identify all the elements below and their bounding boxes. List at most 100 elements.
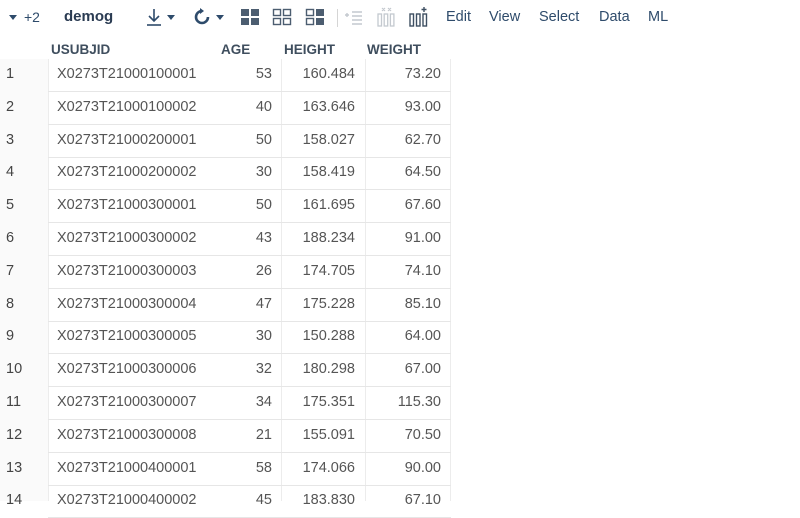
cell-weight[interactable]: 64.50 — [404, 164, 441, 181]
cell-usubjid[interactable]: X0273T21000200002 — [57, 164, 197, 181]
column-header-height[interactable]: HEIGHT — [284, 42, 336, 57]
cell-height[interactable]: 174.066 — [302, 459, 355, 476]
delete-columns-button[interactable] — [376, 6, 396, 28]
column-header-weight[interactable]: WEIGHT — [367, 42, 421, 57]
table-row[interactable]: 8 X0273T21000300004 47 175.228 85.10 — [0, 289, 800, 322]
table-row[interactable]: 3 X0273T21000200001 50 158.027 62.70 — [0, 125, 800, 158]
cell-weight[interactable]: 93.00 — [404, 98, 441, 115]
cell-usubjid[interactable]: X0273T21000300007 — [57, 394, 197, 410]
cell-weight[interactable]: 67.60 — [404, 197, 441, 214]
table-row[interactable]: 1 X0273T21000100001 53 160.484 73.20 — [0, 59, 800, 92]
cell-usubjid[interactable]: X0273T21000400001 — [57, 459, 197, 476]
cell-weight[interactable]: 91.00 — [404, 230, 441, 246]
cell-age[interactable]: 30 — [255, 164, 272, 181]
cell-weight[interactable]: 64.00 — [404, 328, 441, 345]
table-row[interactable]: 4 X0273T21000200002 30 158.419 64.50 — [0, 157, 800, 191]
cell-usubjid[interactable]: X0273T21000200001 — [57, 131, 197, 148]
cell-weight[interactable]: 70.50 — [404, 426, 441, 443]
cell-height[interactable]: 188.234 — [302, 230, 355, 246]
table-row[interactable]: 9 X0273T21000300005 30 150.288 64.00 — [0, 321, 800, 355]
table-row[interactable]: 11 X0273T21000300007 34 175.351 115.30 — [0, 387, 800, 420]
cell-height[interactable]: 150.288 — [302, 328, 355, 345]
cell-age[interactable]: 53 — [255, 66, 272, 82]
column-divider — [48, 59, 49, 501]
cell-age[interactable]: 34 — [255, 394, 272, 410]
cell-age[interactable]: 26 — [255, 262, 272, 279]
cell-weight[interactable]: 115.30 — [397, 394, 441, 410]
cell-height[interactable]: 155.091 — [302, 426, 355, 443]
column-header-usubjid[interactable]: USUBJID — [51, 42, 111, 57]
menu-edit[interactable]: Edit — [446, 9, 471, 25]
menu-ml[interactable]: ML — [648, 9, 669, 25]
add-rows-button[interactable] — [344, 7, 364, 27]
toolbar-divider — [337, 9, 338, 27]
cell-age[interactable]: 58 — [255, 459, 272, 476]
cell-age[interactable]: 43 — [255, 230, 272, 246]
table-row[interactable]: 10 X0273T21000300006 32 180.298 67.00 — [0, 354, 800, 388]
row-index: 1 — [6, 66, 15, 82]
cell-weight[interactable]: 67.00 — [404, 361, 441, 378]
cell-height[interactable]: 161.695 — [302, 197, 355, 214]
row-index: 9 — [6, 328, 15, 345]
cell-weight[interactable]: 85.10 — [404, 295, 441, 312]
collapse-toggle[interactable]: +2 — [8, 9, 40, 25]
table-row[interactable]: 2 X0273T21000100002 40 163.646 93.00 — [0, 92, 800, 125]
row-divider — [48, 255, 451, 256]
table-row[interactable]: 14 X0273T21000400002 45 183.830 67.10 — [0, 485, 800, 518]
count-label: +2 — [24, 9, 40, 25]
cell-height[interactable]: 160.484 — [302, 66, 355, 82]
cell-age[interactable]: 30 — [255, 328, 272, 345]
table-title[interactable]: demog — [64, 8, 114, 25]
cell-weight[interactable]: 90.00 — [404, 459, 441, 476]
cell-weight[interactable]: 73.20 — [404, 66, 441, 82]
cell-usubjid[interactable]: X0273T21000300003 — [57, 262, 197, 279]
cell-height[interactable]: 174.705 — [302, 262, 355, 279]
table-row[interactable]: 12 X0273T21000300008 21 155.091 70.50 — [0, 420, 800, 453]
cell-weight[interactable]: 67.10 — [404, 492, 441, 509]
cell-age[interactable]: 50 — [255, 131, 272, 148]
menu-view[interactable]: View — [489, 9, 521, 25]
cell-weight[interactable]: 74.10 — [404, 262, 441, 279]
layout-grid-button[interactable] — [240, 7, 260, 27]
cell-age[interactable]: 40 — [255, 98, 272, 115]
cell-usubjid[interactable]: X0273T21000300002 — [57, 230, 197, 246]
cell-height[interactable]: 163.646 — [302, 98, 355, 115]
cell-age[interactable]: 45 — [255, 492, 272, 509]
cell-height[interactable]: 175.351 — [302, 394, 355, 410]
column-header-age[interactable]: AGE — [221, 42, 251, 57]
layout-columns-button[interactable] — [305, 7, 325, 27]
cell-height[interactable]: 175.228 — [302, 295, 355, 312]
table-row[interactable]: 5 X0273T21000300001 50 161.695 67.60 — [0, 190, 800, 224]
menu-data[interactable]: Data — [599, 9, 630, 25]
cell-weight[interactable]: 62.70 — [404, 131, 441, 148]
cell-age[interactable]: 50 — [255, 197, 272, 214]
row-index: 12 — [6, 426, 23, 443]
row-divider — [48, 287, 451, 289]
cell-usubjid[interactable]: X0273T21000300005 — [57, 328, 197, 345]
cell-height[interactable]: 183.830 — [302, 492, 355, 509]
cell-usubjid[interactable]: X0273T21000300006 — [57, 361, 197, 378]
row-divider — [48, 222, 451, 224]
menu-select[interactable]: Select — [539, 9, 580, 25]
cell-usubjid[interactable]: X0273T21000300001 — [57, 197, 197, 214]
download-button[interactable] — [145, 7, 176, 27]
row-divider — [48, 419, 451, 420]
cell-height[interactable]: 158.419 — [302, 164, 355, 181]
cell-usubjid[interactable]: X0273T21000300004 — [57, 295, 197, 312]
table-row[interactable]: 13 X0273T21000400001 58 174.066 90.00 — [0, 453, 800, 486]
table-row[interactable]: 7 X0273T21000300003 26 174.705 74.10 — [0, 256, 800, 289]
cell-usubjid[interactable]: X0273T21000300008 — [57, 426, 197, 443]
refresh-button[interactable] — [192, 7, 225, 27]
cell-usubjid[interactable]: X0273T21000400002 — [57, 492, 197, 509]
add-columns-button[interactable] — [408, 6, 430, 28]
cell-age[interactable]: 21 — [255, 426, 272, 443]
cell-age[interactable]: 47 — [255, 295, 272, 312]
table-row[interactable]: 6 X0273T21000300002 43 188.234 91.00 — [0, 223, 800, 256]
cell-age[interactable]: 32 — [255, 361, 272, 378]
layout-grid-icon — [241, 9, 259, 25]
cell-height[interactable]: 180.298 — [302, 361, 355, 378]
cell-usubjid[interactable]: X0273T21000100002 — [57, 98, 197, 115]
layout-split-button[interactable] — [272, 7, 292, 27]
cell-usubjid[interactable]: X0273T21000100001 — [57, 66, 197, 82]
cell-height[interactable]: 158.027 — [302, 131, 355, 148]
